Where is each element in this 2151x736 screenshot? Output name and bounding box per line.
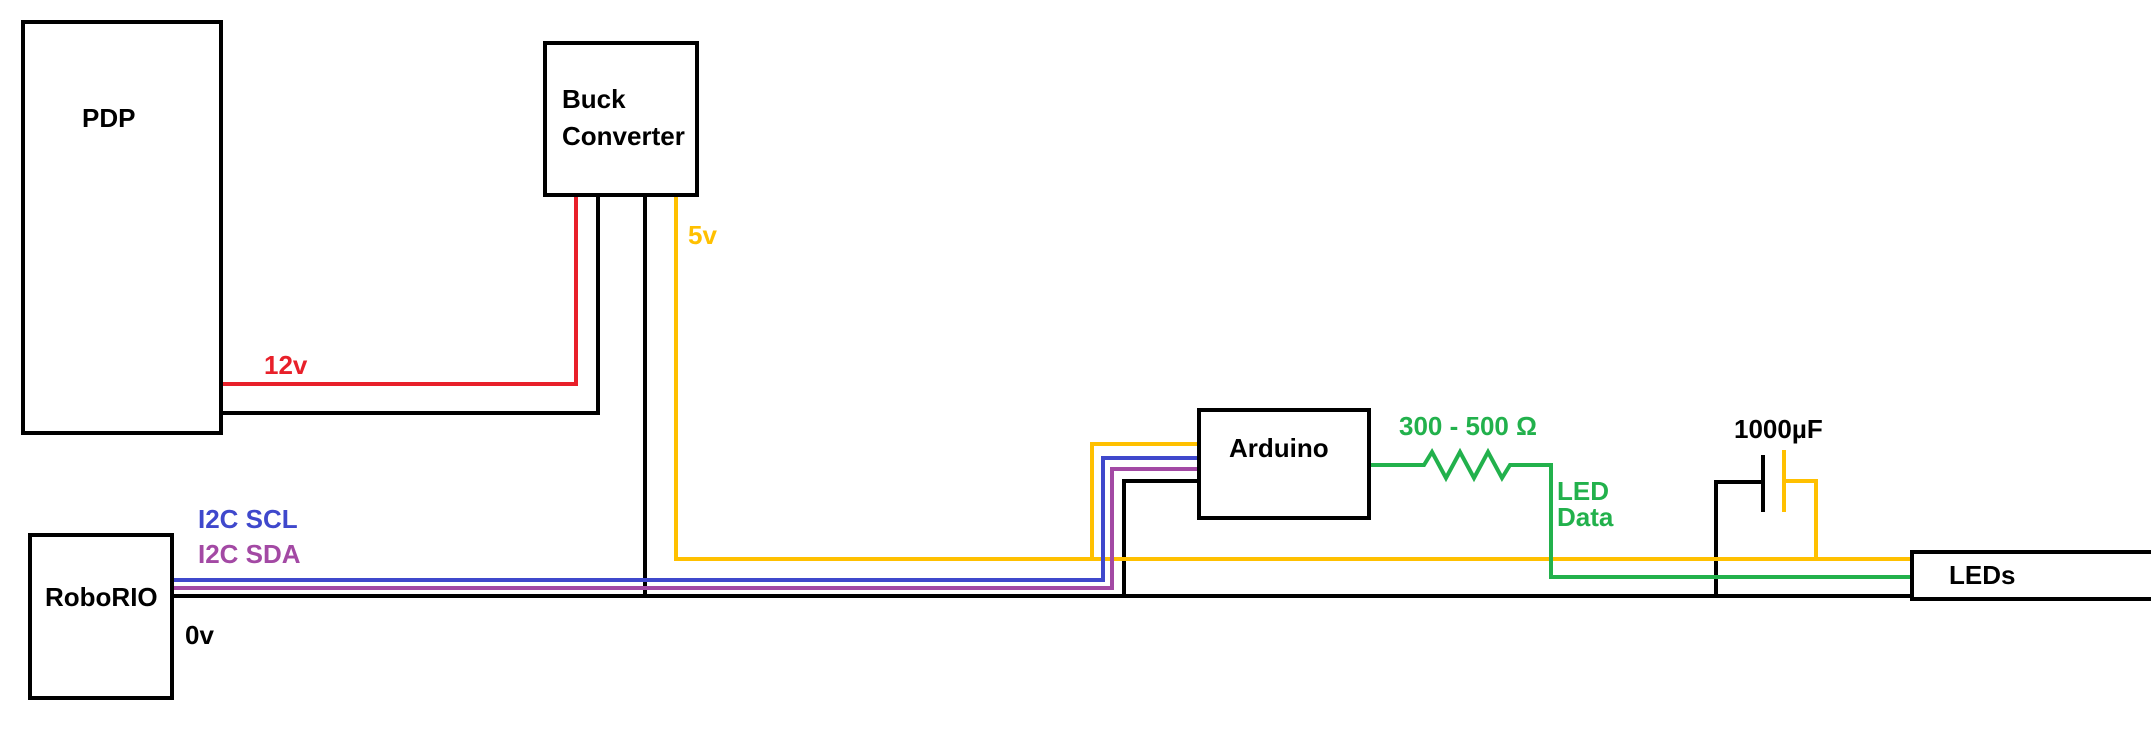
wire-arduino-ground: [1122, 479, 1199, 596]
pdp-label: PDP: [82, 103, 135, 133]
arduino-box: [1197, 408, 1371, 520]
roborio-label: RoboRIO: [45, 582, 158, 612]
wire-capacitor-5v: [1786, 479, 1818, 559]
buck-converter-box: [543, 41, 699, 197]
label-5v: 5v: [688, 220, 717, 250]
wire-arduino-5v: [1090, 442, 1199, 559]
wire-i2c-scl: [172, 456, 1199, 582]
wire-5v: [674, 194, 1912, 561]
buck-converter-label-line1: Buck: [562, 84, 626, 114]
arduino-label: Arduino: [1229, 433, 1329, 463]
leds-label: LEDs: [1949, 560, 2015, 590]
resistor-label: 300 - 500 Ω: [1399, 411, 1537, 441]
component-labels: PDP Buck Converter Arduino RoboRIO LEDs …: [45, 84, 2015, 612]
label-led-data-line1: LED: [1557, 476, 1609, 506]
capacitor-label: 1000µF: [1734, 414, 1823, 444]
roborio-box: [28, 533, 174, 700]
label-i2c-scl: I2C SCL: [198, 504, 298, 534]
wires: [172, 194, 1912, 598]
leds-box: [1910, 550, 2151, 601]
wire-pdp-ground: [220, 194, 600, 415]
label-12v: 12v: [264, 350, 308, 380]
label-led-data-line2: Data: [1557, 502, 1614, 532]
wire-i2c-sda: [172, 467, 1199, 590]
wire-led-data: [1369, 447, 1912, 579]
wire-12v: [220, 194, 578, 386]
components: [21, 20, 2151, 700]
buck-converter-label-line2: Converter: [562, 121, 685, 151]
label-i2c-sda: I2C SDA: [198, 539, 301, 569]
wire-labels: 12v 5v I2C SCL I2C SDA 0v LED Data: [185, 220, 1614, 650]
pdp-box: [21, 20, 223, 435]
capacitor-symbol: [1761, 450, 1786, 512]
label-0v: 0v: [185, 620, 214, 650]
